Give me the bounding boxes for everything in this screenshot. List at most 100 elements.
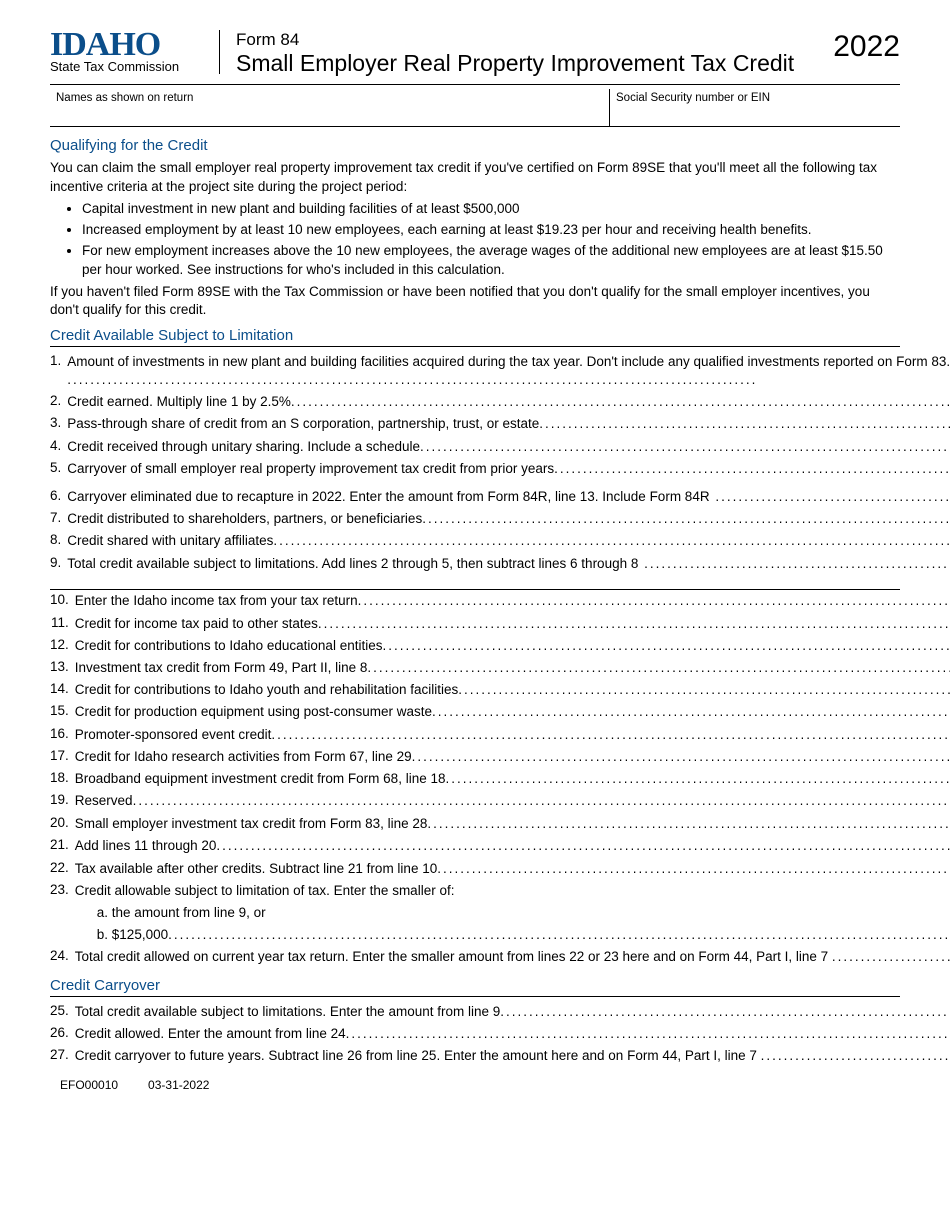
table-row: 16.Promoter-sponsored event credit .....… — [50, 724, 950, 746]
line-text: Add lines 11 through 20 ................… — [75, 835, 950, 858]
line-number: 25. — [50, 1001, 75, 1023]
line-number: 23. — [50, 880, 75, 902]
qualifying-bullets: Capital investment in new plant and buil… — [82, 200, 900, 279]
form-title: Small Employer Real Property Improvement… — [236, 50, 833, 76]
line-text: Credit for Idaho research activities fro… — [75, 746, 950, 768]
logo-main: IDAHO — [50, 30, 203, 61]
section-b-table: 10.Enter the Idaho income tax from your … — [50, 590, 950, 969]
section-c-table: 25.Total credit available subject to lim… — [50, 1000, 950, 1068]
line-text: Credit for contributions to Idaho educat… — [75, 635, 950, 657]
id-row: Names as shown on return Social Security… — [50, 89, 900, 127]
footer-code: EFO00010 — [60, 1078, 118, 1092]
table-row: 27.Credit carryover to future years. Sub… — [50, 1045, 950, 1067]
line-text: Amount of investments in new plant and b… — [67, 351, 950, 391]
line-number: 9. — [50, 553, 67, 575]
table-row: b. $125,000 ............................… — [50, 924, 950, 946]
line-text: Credit earned. Multiply line 1 by 2.5% .… — [67, 391, 950, 413]
line-text: Pass-through share of credit from an S c… — [67, 413, 950, 435]
line-text: Total credit allowed on current year tax… — [75, 946, 950, 968]
line-number: 19. — [50, 790, 75, 812]
table-row: 1.Amount of investments in new plant and… — [50, 351, 950, 391]
line-text: Total credit available subject to limita… — [67, 553, 950, 575]
line-number: 3. — [50, 413, 67, 435]
line-number: 17. — [50, 746, 75, 768]
line-number: 4. — [50, 436, 67, 458]
footer-date: 03-31-2022 — [148, 1078, 209, 1092]
footer: EFO00010 03-31-2022 — [50, 1078, 900, 1092]
line-text: Carryover of small employer real propert… — [67, 458, 950, 480]
line-text: Credit allowed. Enter the amount from li… — [75, 1023, 950, 1045]
line-text: Total credit available subject to limita… — [75, 1001, 950, 1023]
table-row: 6.Carryover eliminated due to recapture … — [50, 486, 950, 508]
tax-year: 2022 — [833, 30, 900, 64]
line-text: Credit shared with unitary affiliates ..… — [67, 530, 950, 552]
line-number: 1. — [50, 351, 67, 391]
line-text: b. $125,000 ............................… — [75, 924, 950, 946]
line-number: 5. — [50, 458, 67, 480]
table-row: 25.Total credit available subject to lim… — [50, 1001, 950, 1023]
ssn-field[interactable]: Social Security number or EIN — [610, 89, 900, 126]
table-row: 4.Credit received through unitary sharin… — [50, 436, 950, 458]
line-text: Promoter-sponsored event credit ........… — [75, 724, 950, 746]
form-page: IDAHO State Tax Commission Form 84 Small… — [0, 0, 950, 1112]
line-text: Credit for income tax paid to other stat… — [75, 613, 950, 635]
table-row: 14.Credit for contributions to Idaho you… — [50, 679, 950, 701]
line-number: 13. — [50, 657, 75, 679]
qualifying-intro: You can claim the small employer real pr… — [50, 159, 900, 195]
line-number: 22. — [50, 858, 75, 880]
line-text: Credit for production equipment using po… — [75, 701, 950, 723]
table-row: 19.Reserved ............................… — [50, 790, 950, 812]
line-number: 20. — [50, 813, 75, 835]
table-row: 9.Total credit available subject to limi… — [50, 553, 950, 575]
table-row: 26.Credit allowed. Enter the amount from… — [50, 1023, 950, 1045]
table-row: 24.Total credit allowed on current year … — [50, 946, 950, 968]
line-text: Broadband equipment investment credit fr… — [75, 768, 950, 790]
table-row: 5.Carryover of small employer real prope… — [50, 458, 950, 480]
header: IDAHO State Tax Commission Form 84 Small… — [50, 30, 900, 85]
line-number: 8. — [50, 530, 67, 552]
table-row: 13.Investment tax credit from Form 49, P… — [50, 657, 950, 679]
line-text: Credit distributed to shareholders, part… — [67, 508, 950, 530]
line-number: 2. — [50, 391, 67, 413]
line-text: Tax available after other credits. Subtr… — [75, 858, 950, 880]
line-number: 15. — [50, 701, 75, 723]
table-row: 15.Credit for production equipment using… — [50, 701, 950, 723]
table-row: 10.Enter the Idaho income tax from your … — [50, 590, 950, 613]
table-row: 18.Broadband equipment investment credit… — [50, 768, 950, 790]
line-text: Investment tax credit from Form 49, Part… — [75, 657, 950, 679]
section-a-table: 1.Amount of investments in new plant and… — [50, 350, 950, 575]
line-number: 18. — [50, 768, 75, 790]
table-row: a. the amount from line 9, or — [50, 902, 950, 924]
line-number: 14. — [50, 679, 75, 701]
line-number: 6. — [50, 486, 67, 508]
line-number: 12. — [50, 635, 75, 657]
table-row: 20.Small employer investment tax credit … — [50, 813, 950, 835]
line-text: Enter the Idaho income tax from your tax… — [75, 590, 950, 613]
table-row: 11.Credit for income tax paid to other s… — [50, 613, 950, 635]
table-row: 7.Credit distributed to shareholders, pa… — [50, 508, 950, 530]
line-text: Credit carryover to future years. Subtra… — [75, 1045, 950, 1067]
line-number: 26. — [50, 1023, 75, 1045]
names-field[interactable]: Names as shown on return — [50, 89, 610, 126]
section-qualifying-title: Qualifying for the Credit — [50, 137, 900, 156]
logo-sub: State Tax Commission — [50, 59, 203, 74]
section-a-title: Credit Available Subject to Limitation — [50, 327, 900, 347]
line-number: 21. — [50, 835, 75, 858]
line-text: Small employer investment tax credit fro… — [75, 813, 950, 835]
table-row: 23.Credit allowable subject to limitatio… — [50, 880, 950, 902]
line-number: 27. — [50, 1045, 75, 1067]
line-number: 24. — [50, 946, 75, 968]
bullet-2: Increased employment by at least 10 new … — [82, 221, 900, 239]
bullet-1: Capital investment in new plant and buil… — [82, 200, 900, 218]
table-row: 8.Credit shared with unitary affiliates … — [50, 530, 950, 552]
table-row: 12.Credit for contributions to Idaho edu… — [50, 635, 950, 657]
table-row: 3.Pass-through share of credit from an S… — [50, 413, 950, 435]
line-number: 10. — [50, 590, 75, 613]
qualifying-outro: If you haven't filed Form 89SE with the … — [50, 283, 900, 319]
line-text: Credit allowable subject to limitation o… — [75, 880, 950, 902]
line-text: Reserved ...............................… — [75, 790, 950, 812]
line-text: Credit for contributions to Idaho youth … — [75, 679, 950, 701]
section-c-title: Credit Carryover — [50, 977, 900, 997]
logo-block: IDAHO State Tax Commission — [50, 30, 220, 74]
table-row: 22.Tax available after other credits. Su… — [50, 858, 950, 880]
